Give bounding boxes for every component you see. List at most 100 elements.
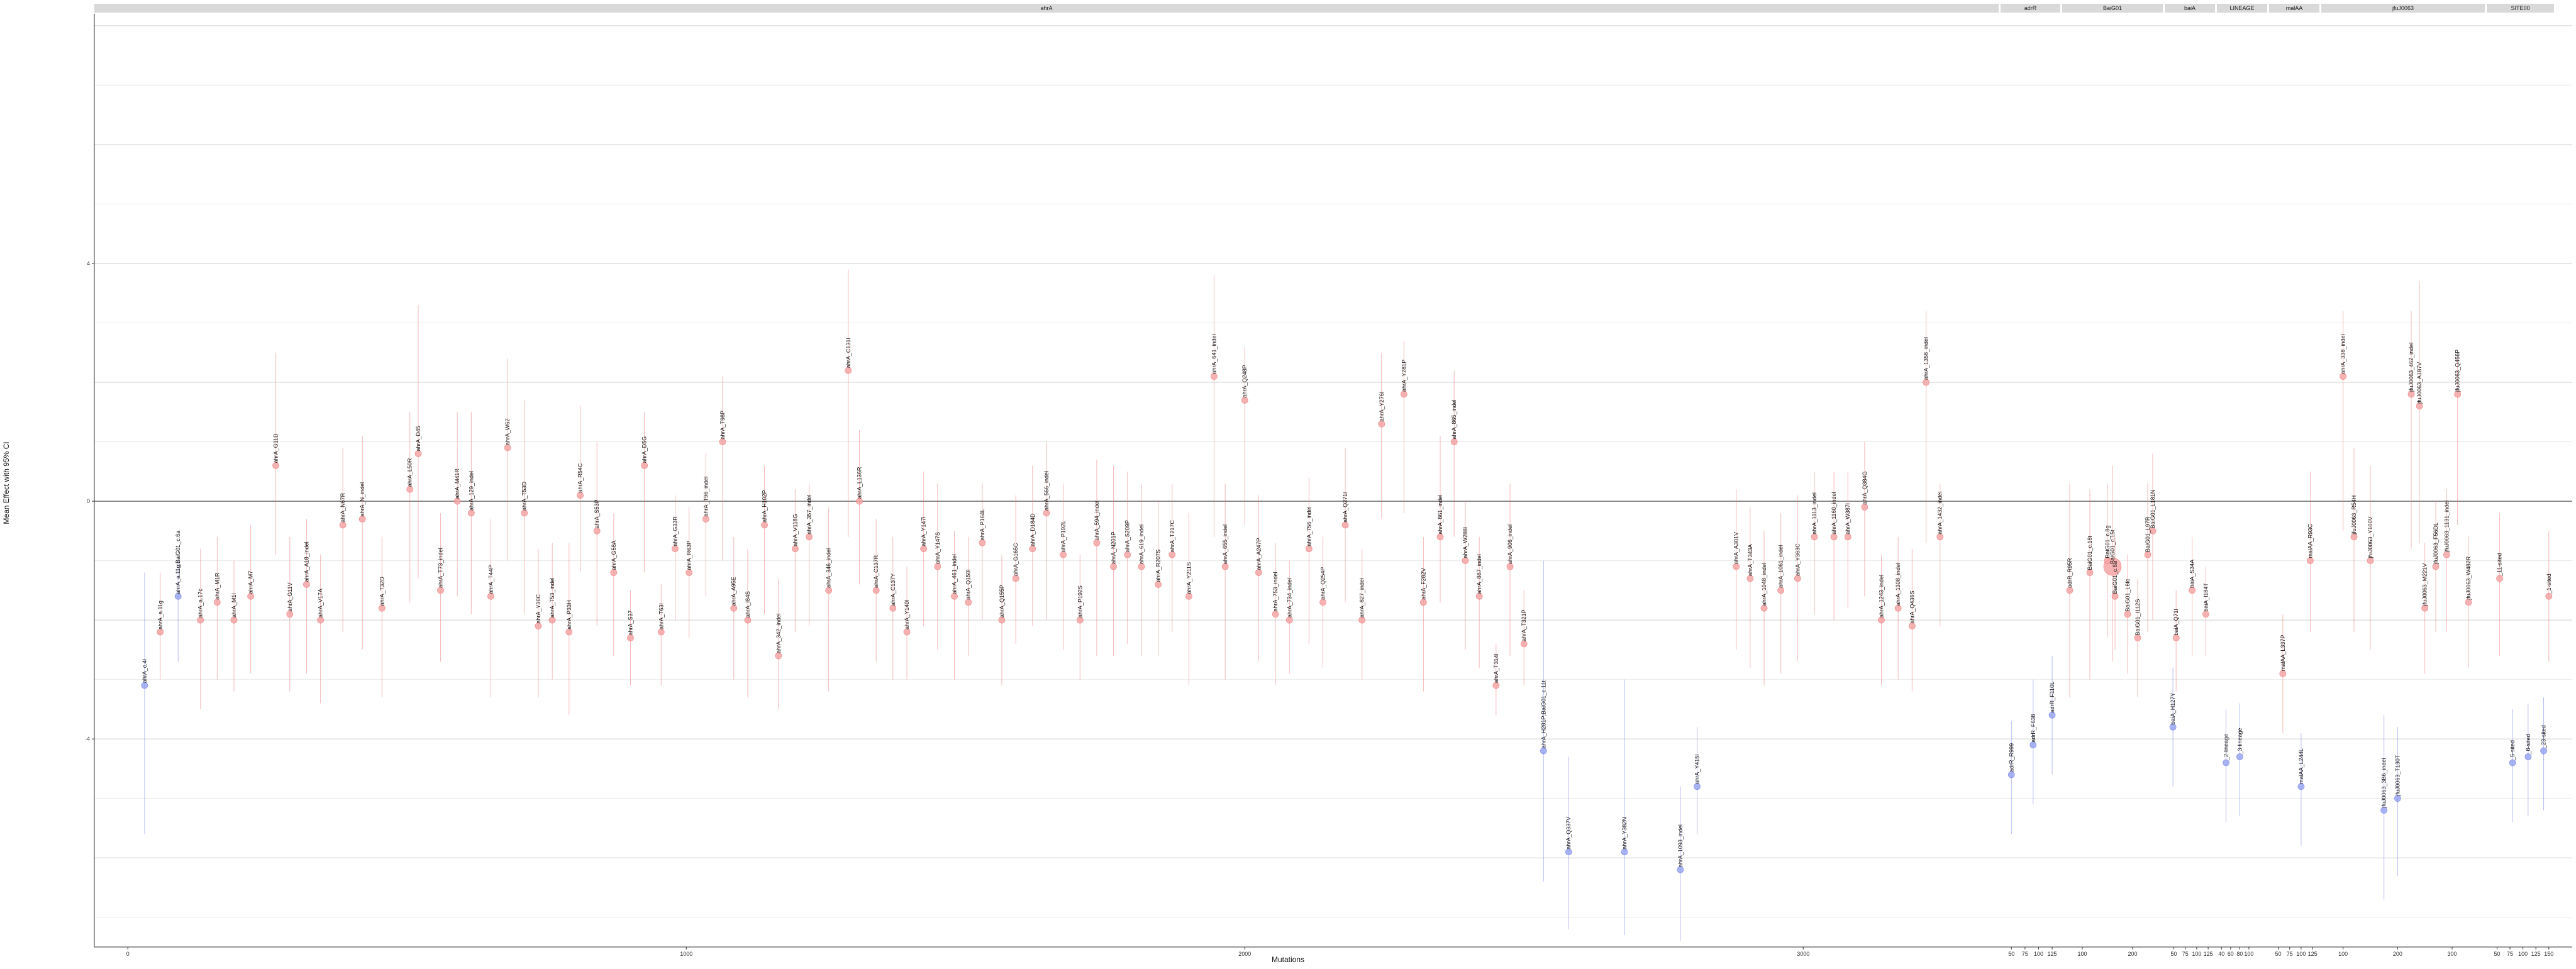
- data-point: [1794, 575, 1801, 582]
- point-label: ahrA_l84S: [745, 591, 751, 617]
- data-point: [521, 509, 528, 517]
- data-point: [272, 462, 279, 469]
- point-label: ahrA_R63P: [686, 541, 692, 570]
- point-label: ahrA_P33H: [566, 601, 572, 630]
- point-label: adrR_F638: [2030, 714, 2036, 743]
- point-label: ahrA_A95E: [731, 577, 737, 606]
- data-point: [577, 492, 584, 499]
- y-tick-label: -4: [85, 736, 90, 742]
- point-label: malAA_R93C: [2307, 524, 2313, 558]
- point-label: jfuJ0063_R54H: [2351, 496, 2357, 535]
- data-point: [845, 367, 852, 374]
- data-point: [2297, 783, 2305, 790]
- x-axis-title: Mutations: [1272, 955, 1304, 964]
- point-label: ahrA_Q436S: [1909, 591, 1915, 624]
- data-point: [1124, 551, 1131, 558]
- data-point: [535, 623, 542, 629]
- point-label: ahrA_906_indel: [1507, 524, 1513, 564]
- data-point: [453, 497, 461, 505]
- data-point: [1746, 575, 1754, 582]
- x-tick-label: 50: [2008, 951, 2014, 957]
- data-point: [2086, 569, 2094, 576]
- point-label: BaiG01_c.15t: [2109, 529, 2116, 564]
- point-label: ahrA_Q384G: [1862, 471, 1868, 504]
- data-point: [1221, 563, 1229, 570]
- point-label: ahrA_619_indel: [1138, 524, 1145, 564]
- data-point: [593, 527, 601, 534]
- point-label: ahrA_1048_indel: [1761, 563, 1767, 606]
- point-label: ahrA_a.11g;BaiG01_c.6a: [175, 531, 181, 594]
- data-point: [1155, 581, 1162, 588]
- data-point: [1169, 551, 1176, 558]
- x-tick-label: 100: [2244, 951, 2253, 957]
- data-point: [856, 497, 863, 505]
- point-label: jfuJ0063_F56DL: [2433, 523, 2439, 565]
- point-label: jfuJ0063_Y100V: [2367, 517, 2373, 559]
- facet-strip: [2062, 4, 2163, 13]
- point-label: ahrA_1160_indel: [1831, 492, 1837, 534]
- point-label: ahrA_Y30C: [535, 594, 541, 624]
- point-label: ahrA_461_indel: [951, 554, 957, 594]
- data-point: [1043, 509, 1050, 517]
- data-point: [1093, 539, 1101, 546]
- point-label: ahrA_L50R: [407, 458, 413, 487]
- facet-strip-label: LINEAGE: [2229, 5, 2254, 11]
- data-point: [2421, 604, 2429, 612]
- x-tick-label: 100: [2192, 951, 2201, 957]
- data-point: [1060, 551, 1067, 558]
- data-point: [358, 516, 366, 523]
- point-label: jfuJ0063_A187V: [2416, 362, 2423, 404]
- data-point: [437, 587, 444, 594]
- data-point: [1621, 848, 1628, 856]
- point-label: ahrA_A247P: [1255, 538, 1262, 570]
- data-point: [1305, 545, 1313, 553]
- data-point: [2367, 557, 2374, 565]
- data-point: [1878, 616, 1885, 624]
- point-label: ahrA_G58A: [611, 540, 617, 570]
- point-label: ahrA_827_indel: [1359, 578, 1365, 617]
- point-label: ahrA_861_indel: [1437, 495, 1443, 534]
- point-label: ahrA_G11D: [273, 433, 279, 463]
- data-point: [414, 450, 422, 457]
- point-label: ahrA_T217C: [1169, 520, 1175, 553]
- point-label: ahrA_1358_indel: [1923, 337, 1929, 380]
- point-label: adrR_F110L: [2049, 682, 2055, 712]
- point-label: _3-lineage: [2236, 728, 2243, 755]
- facet-strip-label: malAA: [2286, 5, 2303, 11]
- facet-strip-label: baiA: [2184, 5, 2196, 11]
- facet-strip: [2269, 4, 2319, 13]
- data-point: [2169, 723, 2177, 731]
- data-point: [213, 599, 221, 606]
- data-point: [2202, 611, 2209, 618]
- data-point: [1936, 533, 1944, 541]
- data-point: [1760, 604, 1768, 612]
- data-point: [1076, 616, 1084, 624]
- data-point: [1185, 592, 1192, 600]
- data-point: [487, 592, 494, 600]
- data-point: [965, 599, 972, 606]
- data-point: [2124, 611, 2131, 618]
- data-point: [2394, 795, 2401, 802]
- point-label: _8-sited: [2525, 734, 2531, 755]
- data-point: [702, 516, 709, 523]
- point-label: ahrA_R207S: [1155, 550, 1162, 582]
- data-point: [467, 509, 475, 517]
- data-point: [2380, 807, 2388, 814]
- data-point: [627, 634, 634, 641]
- data-point: [2048, 711, 2056, 719]
- point-label: baiA_l184T: [2202, 583, 2209, 612]
- data-point: [1436, 533, 1444, 541]
- data-point: [2465, 599, 2472, 606]
- data-point: [406, 485, 414, 493]
- data-point: [1694, 783, 1701, 790]
- point-label: ahrA_Y382N: [1621, 817, 1628, 850]
- point-label: ahrA_Q155P: [999, 585, 1005, 617]
- point-label: ahrA_641_indel: [1211, 335, 1217, 374]
- x-tick-label: 75: [2022, 951, 2028, 957]
- x-tick-label: 3000: [1797, 951, 1809, 957]
- point-label: ahrA_N201P: [1111, 532, 1117, 565]
- point-label: ahrA_T314l: [1493, 654, 1499, 684]
- data-point: [2340, 373, 2347, 380]
